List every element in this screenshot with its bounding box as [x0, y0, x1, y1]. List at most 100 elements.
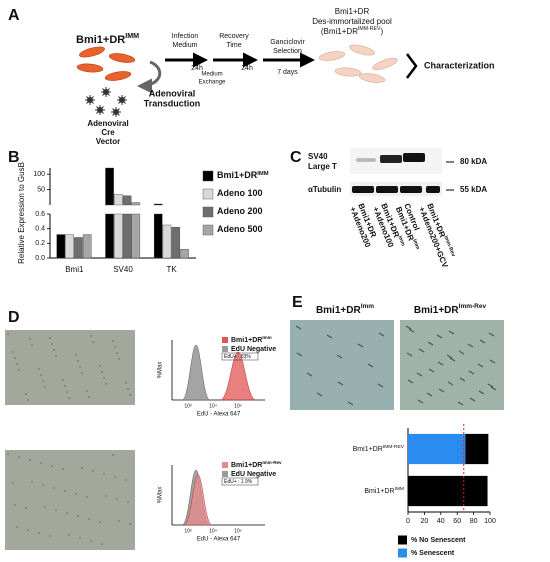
hist-x-tick: 10⁴	[209, 528, 217, 534]
bar	[65, 234, 74, 259]
micrograph-cell	[357, 343, 364, 348]
micrograph	[290, 320, 394, 410]
hist-x-tick: 10³	[184, 403, 192, 409]
micrograph-cell	[337, 381, 344, 386]
hist-positive	[183, 474, 213, 526]
cell	[76, 63, 104, 73]
micrograph-speck	[90, 335, 92, 337]
micrograph-cell	[428, 368, 435, 373]
micrograph-speck	[16, 363, 18, 365]
micrograph-speck	[77, 360, 79, 362]
micrograph-speck	[25, 393, 27, 395]
micrograph-cell	[467, 343, 474, 348]
micrograph-cell	[436, 334, 443, 339]
micrograph-cell	[438, 388, 445, 393]
micrograph-cell	[426, 392, 433, 397]
superscript: IMM	[125, 32, 139, 40]
legend-swatch	[222, 471, 228, 477]
blot-band	[376, 186, 398, 193]
micrograph-speck	[79, 537, 81, 539]
micrograph-speck	[88, 518, 90, 520]
micrograph-cell	[326, 334, 333, 339]
step-title: Ganciclovir	[270, 39, 305, 46]
legend-swatch	[222, 462, 228, 468]
legend-label: Adeno 100	[217, 188, 263, 198]
micrograph-speck	[64, 385, 66, 387]
blot-band	[400, 186, 422, 193]
bar-upper	[122, 195, 132, 206]
label-text: (Bmi1+DR	[321, 27, 358, 36]
superscript: Imm	[361, 303, 375, 310]
x-tick-label: SV40	[113, 265, 133, 274]
micrograph-cell	[489, 359, 496, 364]
micrograph-speck	[101, 543, 103, 545]
virus	[113, 109, 119, 115]
micrograph-speck	[66, 512, 68, 514]
x-tick-label: 0	[406, 518, 410, 525]
label-text: )	[380, 27, 383, 36]
legend-label: Adeno 200	[217, 206, 263, 216]
micrograph-speck	[114, 346, 116, 348]
micrograph-cell	[459, 377, 466, 382]
micrograph-cell	[347, 401, 354, 406]
bar	[171, 226, 181, 259]
hist-x-label: EdU - Alexa 647	[197, 412, 241, 418]
legend-swatch	[222, 346, 228, 352]
micrograph-speck	[16, 526, 18, 528]
micrograph-speck	[125, 479, 127, 481]
micrograph-speck	[88, 396, 90, 398]
micrograph-speck	[92, 341, 94, 343]
legend-text: Adeno 200	[217, 206, 263, 216]
micrograph-cell	[417, 399, 424, 404]
vector-label: Vector	[96, 137, 120, 146]
step-title: Medium	[173, 42, 198, 49]
cell	[104, 71, 132, 81]
bar	[56, 234, 66, 259]
legend-swatch	[202, 170, 214, 182]
vector-label: Adenoviral	[87, 119, 128, 128]
micrograph-speck	[112, 340, 114, 342]
image-title: Bmi1+DRImm-Rev	[414, 303, 487, 315]
legend-label: Adeno 500	[217, 224, 263, 234]
micrograph-speck	[42, 380, 44, 382]
size-marker: 55 kDA	[460, 185, 487, 194]
medium-exchange: Exchange	[199, 80, 226, 86]
cell	[108, 53, 136, 63]
micrograph-speck	[105, 495, 107, 497]
micrograph-speck	[40, 374, 42, 376]
virus	[87, 97, 93, 103]
micrograph-speck	[40, 462, 42, 464]
micrograph-speck	[99, 365, 101, 367]
x-tick-label: 100	[484, 518, 496, 525]
blot-band	[352, 186, 374, 193]
step-label: Adenoviral	[149, 88, 196, 98]
micrograph-cell	[408, 328, 415, 333]
superscript: Imm-Rev	[262, 460, 282, 465]
legend-label: % No Senescent	[411, 537, 466, 544]
superscript: Imm	[262, 335, 271, 340]
micrograph-speck	[129, 394, 131, 396]
blot-band	[356, 158, 376, 162]
y-tick-label: 50	[37, 186, 45, 193]
micrograph-speck	[66, 391, 68, 393]
legend-swatch	[222, 337, 228, 343]
lane-label: Bmi1+DRImm-Rev+Adeno200+GCV	[417, 202, 456, 270]
micrograph-speck	[14, 504, 16, 506]
micrograph-cell	[477, 363, 484, 368]
micrograph-speck	[90, 540, 92, 542]
legend-label: Bmi1+DRImm-Rev	[231, 460, 282, 469]
bar	[180, 248, 189, 259]
y-tick-label: 0.6	[35, 211, 45, 218]
hist-x-tick: 10⁵	[234, 403, 242, 409]
micrograph-cell	[458, 350, 465, 355]
micrograph-speck	[53, 487, 55, 489]
step-title: Time	[226, 42, 241, 49]
micrograph-speck	[29, 459, 31, 461]
micrograph-speck	[7, 333, 9, 335]
gate-label: EdU+ : 1.9%	[224, 479, 253, 485]
label-text: Bmi1+DR	[364, 488, 394, 495]
x-tick-label: 20	[421, 518, 429, 525]
micrograph-speck	[44, 506, 46, 508]
step-title: Infection	[172, 33, 199, 40]
step-time: 24h	[241, 65, 253, 72]
